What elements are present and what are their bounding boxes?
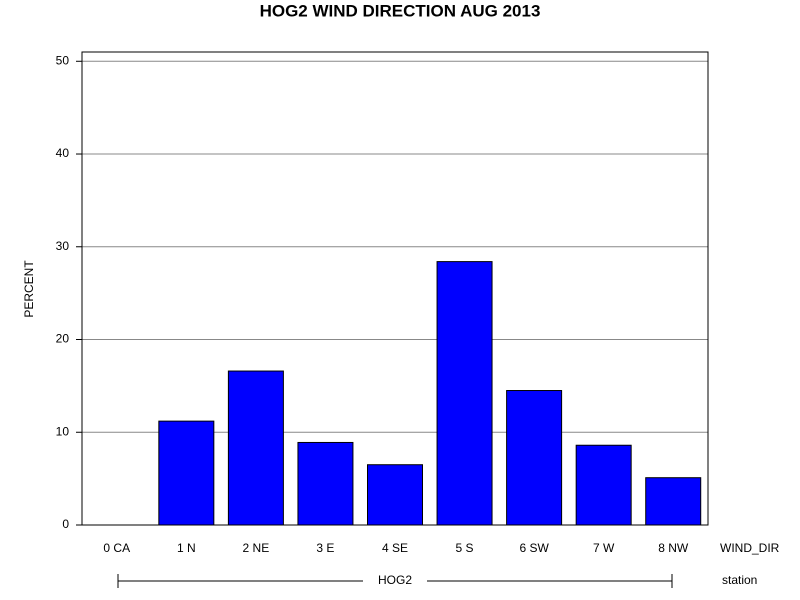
group-label: HOG2: [378, 573, 412, 587]
y-tick-label: 50: [56, 53, 70, 67]
bar: [227, 370, 284, 526]
x-tick-label: 2 NE: [243, 541, 270, 555]
y-tick-label: 30: [56, 239, 70, 253]
bar: [506, 390, 563, 526]
y-tick-label: 0: [62, 517, 69, 531]
x-tick-label: 1 N: [177, 541, 196, 555]
x-tick-label: 0 CA: [103, 541, 130, 555]
group-axis-label: station: [722, 573, 757, 587]
x-axis-label: WIND_DIR: [720, 541, 780, 555]
bar: [645, 477, 702, 526]
y-axis-label: PERCENT: [22, 260, 36, 318]
x-tick-label: 4 SE: [382, 541, 408, 555]
bar: [297, 441, 354, 526]
plot-frame: [81, 51, 709, 526]
x-tick-label: 6 SW: [519, 541, 549, 555]
bar: [575, 444, 632, 526]
bar: [158, 420, 215, 526]
bar: [436, 261, 493, 526]
x-tick-label: 7 W: [593, 541, 615, 555]
y-tick-label: 20: [56, 332, 70, 346]
y-tick-label: 40: [56, 146, 70, 160]
bar: [367, 464, 423, 526]
chart-title: HOG2 WIND DIRECTION AUG 2013: [260, 1, 541, 20]
x-tick-label: 5 S: [456, 541, 474, 555]
x-tick-label: 3 E: [316, 541, 334, 555]
x-tick-label: 8 NW: [658, 541, 689, 555]
y-tick-label: 10: [56, 424, 70, 438]
